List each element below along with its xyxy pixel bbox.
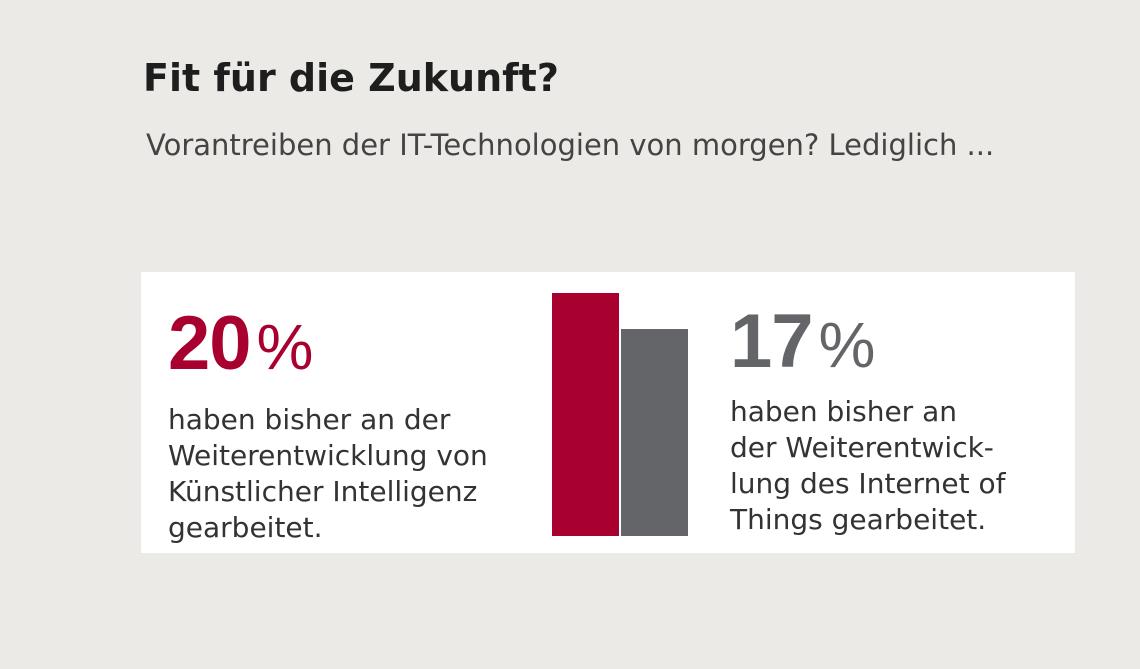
comparison-bar-chart [552, 293, 688, 536]
stat-ai: 20% haben bisher an der Weiterentwicklun… [168, 294, 548, 546]
page-title: Fit für die Zukunft? [143, 56, 559, 100]
stat-ai-percent-sign: % [256, 311, 314, 383]
stat-iot-value: 17% [730, 292, 1075, 392]
stat-iot: 17% haben bisher an der Weiterentwick- l… [730, 292, 1075, 538]
stat-iot-percent-sign: % [818, 309, 876, 381]
stat-iot-number: 17 [730, 299, 814, 384]
bar-ai [552, 293, 619, 536]
page-subtitle: Vorantreiben der IT-Technologien von mor… [146, 128, 995, 162]
stat-ai-value: 20% [168, 294, 548, 394]
stat-iot-description: haben bisher an der Weiterentwick- lung … [730, 395, 1006, 536]
stat-ai-number: 20 [168, 301, 252, 386]
bar-iot [621, 329, 688, 536]
stat-ai-description: haben bisher an der Weiterentwicklung vo… [168, 403, 488, 544]
